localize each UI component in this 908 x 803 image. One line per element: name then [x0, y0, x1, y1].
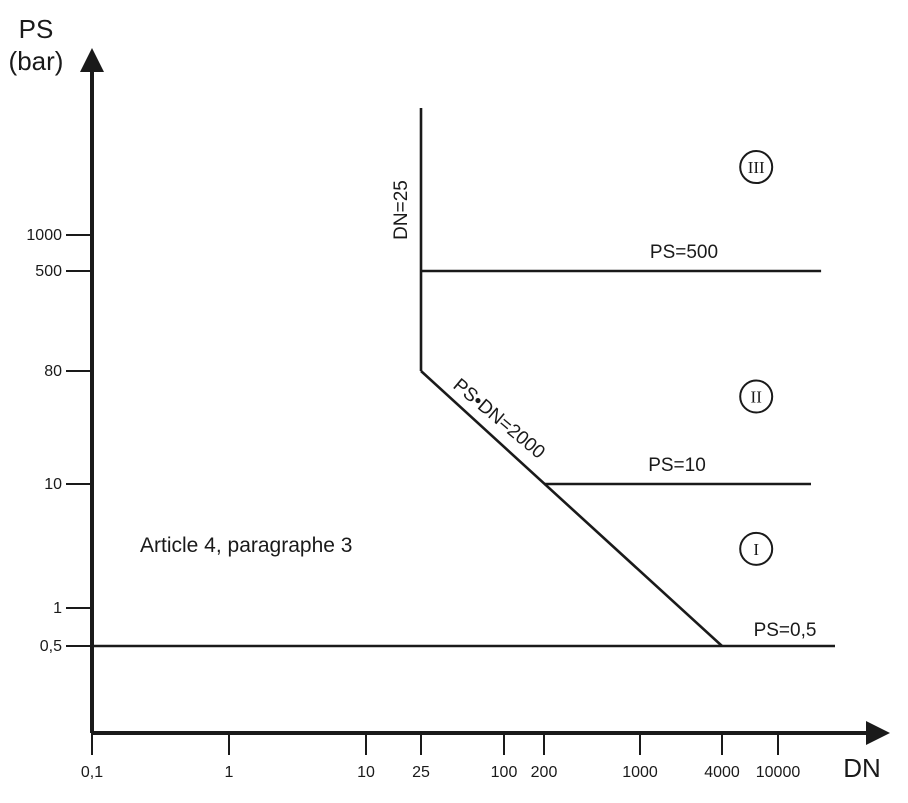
x-axis-title: DN	[843, 753, 881, 783]
x-tick-label: 200	[531, 764, 558, 781]
y-tick-label: 80	[44, 363, 62, 380]
label-ps-500: PS=500	[650, 242, 718, 263]
x-ticks: 0,1 1 10 25 100 200 1000 4000 10000	[81, 733, 800, 781]
x-tick-label: 1000	[622, 764, 658, 781]
y-tick-label: 10	[44, 476, 62, 493]
category-label: I	[753, 540, 759, 559]
x-tick-label: 1	[225, 764, 234, 781]
x-tick-label: 0,1	[81, 764, 103, 781]
category-circle	[739, 150, 774, 185]
category-iii: III	[739, 150, 774, 185]
x-tick-label: 100	[491, 764, 518, 781]
axes: PS (bar) DN	[9, 14, 890, 783]
category-circle	[739, 531, 774, 566]
label-ps-dn-2000: PS•DN=2000	[449, 375, 549, 464]
y-axis-arrow	[80, 48, 104, 72]
label-dn-25: DN=25	[391, 180, 412, 240]
boundary-ps-dn-2000	[420, 370, 723, 647]
annotation-text: Article 4, paragraphe 3	[140, 534, 352, 557]
x-tick-label: 10	[357, 764, 375, 781]
category-i: I	[739, 531, 774, 566]
category-label: II	[751, 388, 763, 407]
x-tick-label: 10000	[756, 764, 801, 781]
y-axis-title-line1: PS	[19, 14, 54, 44]
label-ps-10: PS=10	[648, 455, 706, 476]
boundary-lines	[92, 108, 835, 648]
category-ii: II	[739, 379, 774, 414]
y-tick-label: 0,5	[40, 638, 62, 655]
y-axis-title-line2: (bar)	[9, 46, 64, 76]
x-tick-label: 25	[412, 764, 430, 781]
category-label: III	[748, 158, 765, 177]
label-ps-0-5: PS=0,5	[754, 620, 817, 641]
y-tick-label: 500	[35, 263, 62, 280]
y-tick-label: 1	[53, 600, 62, 617]
x-axis-arrow	[866, 721, 890, 745]
category-circle	[739, 379, 774, 414]
x-tick-label: 4000	[704, 764, 740, 781]
y-tick-label: 1000	[26, 227, 62, 244]
y-ticks: 0,5 1 10 80 500 1000	[26, 227, 92, 655]
